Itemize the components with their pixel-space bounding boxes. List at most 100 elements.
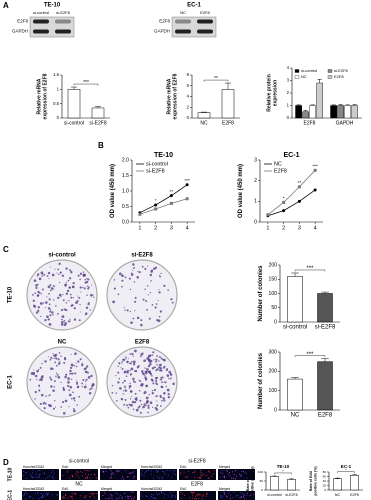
- colony: [74, 352, 77, 356]
- cell: [56, 494, 58, 496]
- colony: [149, 359, 153, 363]
- colony: [122, 381, 124, 384]
- colony: [147, 294, 149, 296]
- colony: [155, 360, 157, 363]
- colony: [130, 373, 132, 375]
- cell: [192, 494, 194, 496]
- colony: [34, 374, 38, 378]
- cell: [163, 492, 165, 494]
- colony: [57, 358, 60, 361]
- colony: [88, 301, 90, 304]
- bar: [197, 112, 211, 119]
- cell: [240, 475, 242, 477]
- cell: [161, 476, 163, 478]
- colony: [124, 389, 128, 392]
- y-tick-label: 200: [269, 369, 278, 375]
- micrograph: [61, 491, 98, 500]
- colony: [166, 367, 168, 370]
- colony: [85, 306, 89, 310]
- cell: [140, 493, 142, 495]
- colony: [67, 300, 69, 302]
- colony: [166, 374, 170, 377]
- cell: [191, 492, 193, 494]
- colony: [132, 317, 135, 320]
- colony: [167, 289, 169, 291]
- colony: [69, 369, 72, 373]
- colony: [49, 404, 52, 408]
- cell: [38, 476, 40, 478]
- cell: [155, 498, 157, 500]
- cell: [240, 496, 242, 498]
- colony: [86, 371, 89, 374]
- cell: [84, 496, 86, 498]
- colony: [167, 395, 171, 399]
- y-tick-label: 1: [57, 86, 60, 91]
- cell: [156, 471, 158, 473]
- colony: [162, 397, 165, 400]
- colony: [36, 275, 39, 277]
- colony: [163, 399, 166, 402]
- colony: [69, 386, 72, 388]
- cell: [163, 471, 165, 473]
- colony: [58, 352, 61, 354]
- bar: [333, 478, 342, 491]
- colony: [170, 377, 172, 379]
- cell: [67, 497, 69, 499]
- error-bar: [335, 477, 340, 479]
- cell: [94, 473, 96, 475]
- colony: [121, 360, 124, 363]
- error-bar: [272, 475, 277, 477]
- colony: [52, 358, 54, 360]
- colony: [36, 369, 39, 373]
- cell: [115, 492, 117, 494]
- colony: [121, 279, 124, 282]
- band: [197, 19, 213, 24]
- cell: [121, 497, 123, 499]
- y-tick-label: 20: [323, 483, 327, 487]
- colony: [128, 403, 131, 406]
- colony: [159, 310, 163, 313]
- lane-label: si-E2F8: [56, 10, 71, 15]
- colony: [59, 282, 61, 284]
- micrograph: [61, 469, 98, 480]
- colony: [52, 313, 54, 316]
- colony: [64, 283, 67, 287]
- cell: [241, 492, 243, 494]
- colony: [158, 356, 160, 358]
- colony: [60, 406, 63, 408]
- colony: [49, 289, 52, 292]
- cell: [244, 497, 246, 499]
- colony: [85, 383, 87, 385]
- colony: [63, 319, 66, 322]
- error-bar: [291, 377, 299, 380]
- legend-swatch: [327, 69, 333, 73]
- cell: [28, 497, 30, 499]
- error-bar: [95, 106, 101, 108]
- colony: [44, 402, 47, 405]
- cell: [30, 495, 32, 497]
- colony: [51, 311, 54, 314]
- channel-label: Hoechst33342: [141, 465, 162, 469]
- error-bar: [225, 82, 231, 90]
- colony: [134, 300, 137, 303]
- cell: [30, 476, 32, 478]
- cell: [76, 475, 78, 477]
- channel-label: EdU: [180, 487, 187, 491]
- colony: [129, 288, 132, 291]
- colony: [159, 405, 162, 407]
- colony: [130, 390, 133, 393]
- cell: [128, 496, 130, 498]
- cell: [206, 494, 208, 496]
- cell: [195, 498, 197, 500]
- colony: [86, 285, 88, 287]
- cell: [70, 497, 72, 499]
- cell: [180, 497, 182, 499]
- cell: [32, 497, 34, 499]
- colony: [119, 387, 122, 390]
- colony: [72, 391, 74, 394]
- colony: [65, 267, 68, 270]
- colony: [155, 369, 157, 372]
- significance-label: *: [282, 469, 284, 473]
- colony: [151, 391, 155, 395]
- colony: [167, 393, 170, 396]
